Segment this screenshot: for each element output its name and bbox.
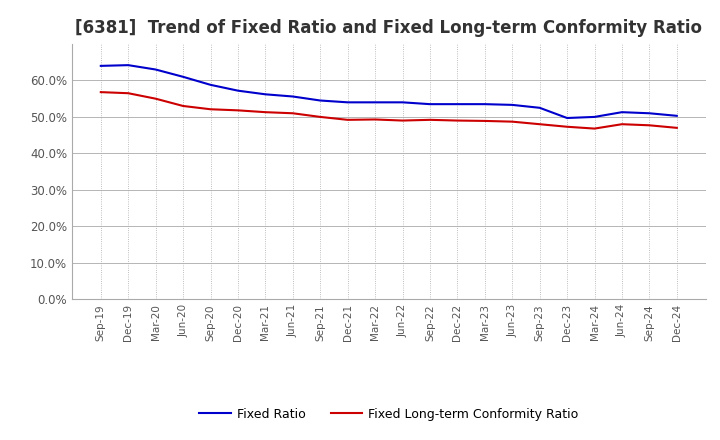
Fixed Long-term Conformity Ratio (316, 114, 325, 120)
Fixed Long-term Conformity Ratio (398, 118, 407, 123)
Fixed Long-term Conformity Ratio (343, 117, 352, 122)
Fixed Long-term Conformity Ratio (536, 121, 544, 127)
Fixed Long-term Conformity Ratio (233, 108, 242, 113)
Fixed Ratio (453, 102, 462, 107)
Fixed Ratio (645, 110, 654, 116)
Fixed Ratio (96, 63, 105, 69)
Fixed Long-term Conformity Ratio (151, 96, 160, 101)
Fixed Ratio (371, 100, 379, 105)
Fixed Long-term Conformity Ratio (672, 125, 681, 131)
Fixed Ratio (179, 74, 187, 80)
Legend: Fixed Ratio, Fixed Long-term Conformity Ratio: Fixed Ratio, Fixed Long-term Conformity … (194, 403, 583, 425)
Fixed Long-term Conformity Ratio (426, 117, 434, 122)
Fixed Long-term Conformity Ratio (179, 103, 187, 109)
Fixed Ratio (618, 110, 626, 115)
Fixed Ratio (206, 82, 215, 88)
Line: Fixed Ratio: Fixed Ratio (101, 65, 677, 118)
Fixed Ratio (426, 102, 434, 107)
Fixed Long-term Conformity Ratio (261, 110, 270, 115)
Fixed Ratio (124, 62, 132, 68)
Fixed Long-term Conformity Ratio (453, 118, 462, 123)
Fixed Long-term Conformity Ratio (618, 121, 626, 127)
Fixed Long-term Conformity Ratio (289, 110, 297, 116)
Fixed Ratio (151, 67, 160, 72)
Fixed Ratio (233, 88, 242, 93)
Fixed Ratio (289, 94, 297, 99)
Fixed Long-term Conformity Ratio (96, 89, 105, 95)
Fixed Long-term Conformity Ratio (508, 119, 516, 124)
Fixed Ratio (536, 105, 544, 110)
Fixed Ratio (261, 92, 270, 97)
Title: [6381]  Trend of Fixed Ratio and Fixed Long-term Conformity Ratio: [6381] Trend of Fixed Ratio and Fixed Lo… (76, 19, 702, 37)
Fixed Long-term Conformity Ratio (206, 106, 215, 112)
Fixed Ratio (316, 98, 325, 103)
Fixed Ratio (508, 102, 516, 107)
Fixed Long-term Conformity Ratio (590, 126, 599, 131)
Fixed Ratio (563, 115, 572, 121)
Fixed Long-term Conformity Ratio (563, 124, 572, 129)
Line: Fixed Long-term Conformity Ratio: Fixed Long-term Conformity Ratio (101, 92, 677, 128)
Fixed Ratio (672, 113, 681, 118)
Fixed Ratio (398, 100, 407, 105)
Fixed Ratio (343, 100, 352, 105)
Fixed Long-term Conformity Ratio (371, 117, 379, 122)
Fixed Ratio (480, 102, 489, 107)
Fixed Ratio (590, 114, 599, 120)
Fixed Long-term Conformity Ratio (645, 123, 654, 128)
Fixed Long-term Conformity Ratio (124, 91, 132, 96)
Fixed Long-term Conformity Ratio (480, 118, 489, 124)
